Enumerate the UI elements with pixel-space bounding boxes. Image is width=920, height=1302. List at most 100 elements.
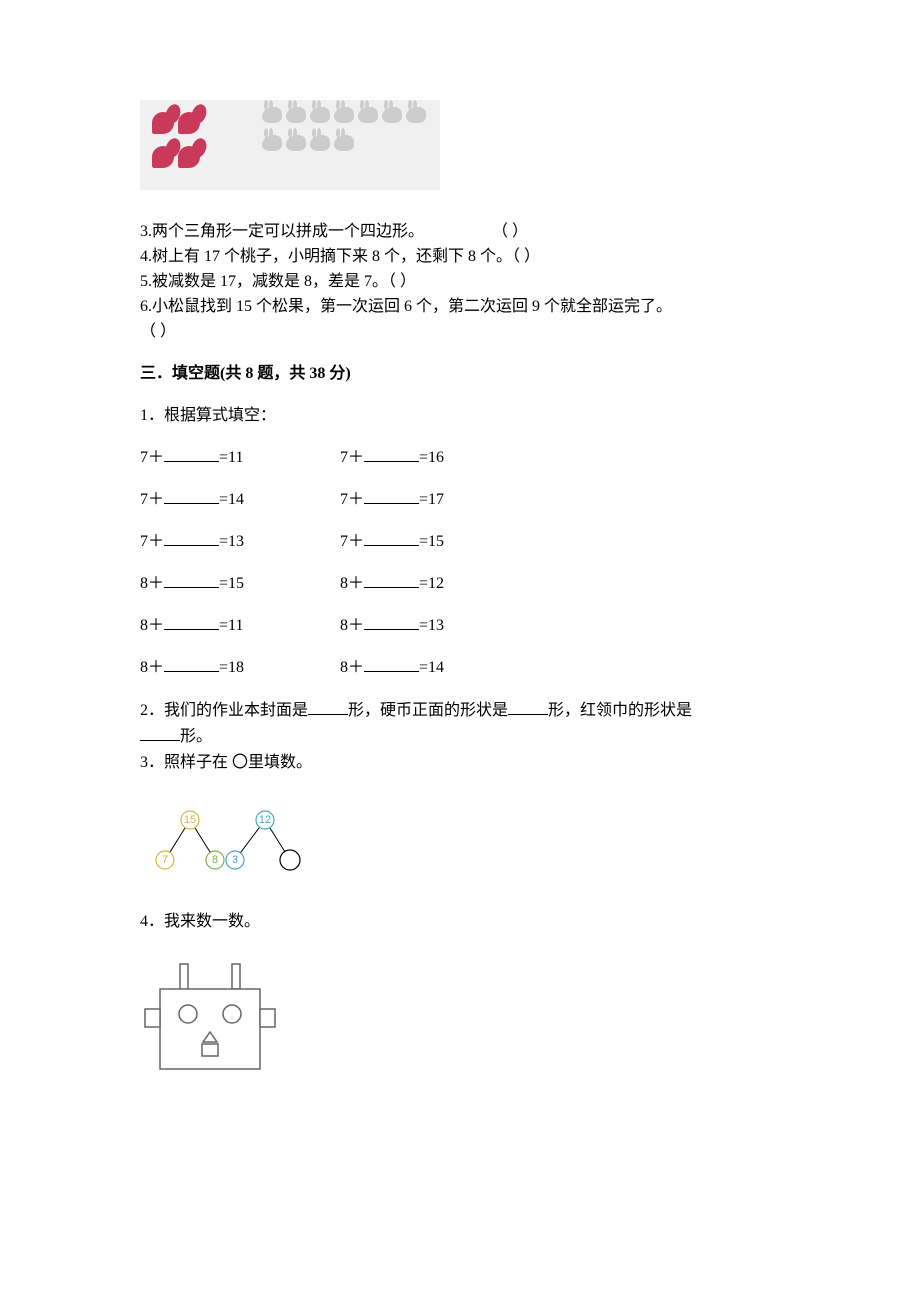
- fill-cell-right: 8＋=13: [340, 614, 540, 638]
- fill-text: 7＋: [340, 491, 364, 508]
- fill-text: 8＋: [340, 659, 364, 676]
- q3-paren: [428, 223, 488, 240]
- rabbit-icon: [334, 135, 354, 151]
- fill-text: 7＋: [140, 449, 164, 466]
- fill-text: =18: [219, 659, 244, 676]
- blank: [364, 614, 419, 630]
- fill-text: 8＋: [140, 617, 164, 634]
- blank: [164, 656, 219, 672]
- blank: [164, 446, 219, 462]
- fill-text: 7＋: [340, 533, 364, 550]
- rabbit-icon: [262, 107, 282, 123]
- q2-part-b: 形，硬币正面的形状是: [348, 702, 508, 719]
- blank: [364, 572, 419, 588]
- question-6b: （ ）: [140, 320, 780, 344]
- fill-text: =11: [219, 617, 243, 634]
- fill-cell-right: 7＋ =17: [340, 488, 540, 512]
- fill-text: 7＋: [140, 533, 164, 550]
- fill-row: 7＋ =14 7＋ =17: [140, 488, 780, 512]
- fill-cell-left: 8＋ =11: [140, 614, 340, 638]
- fill-text: =13: [419, 617, 444, 634]
- fill-text: =11: [219, 449, 243, 466]
- svg-text:15: 15: [184, 814, 196, 826]
- blank: [308, 699, 348, 715]
- rabbit-icon: [262, 135, 282, 151]
- fill-row: 7＋ =11 7＋ =16: [140, 446, 780, 470]
- tree-diagram: 15 7 8 12 3: [140, 805, 780, 880]
- rabbit-icon: [286, 107, 306, 123]
- fill-cell-left: 8＋ =15: [140, 572, 340, 596]
- svg-text:12: 12: [259, 814, 271, 826]
- fill-cell-left: 7＋ =14: [140, 488, 340, 512]
- blank: [140, 725, 180, 741]
- fill-cell-right: 7＋ =15: [340, 530, 540, 554]
- squirrel-icon: [178, 112, 200, 134]
- fill-cell-right: 8＋ =12: [340, 572, 540, 596]
- blank: [364, 488, 419, 504]
- fill-cell-left: 7＋ =11: [140, 446, 340, 470]
- rabbit-icon: [286, 135, 306, 151]
- fill-text: =15: [219, 575, 244, 592]
- squirrel-group: [150, 110, 202, 178]
- blank: [364, 656, 419, 672]
- fill-rows-container: 7＋ =11 7＋ =16 7＋ =14 7＋ =17 7＋ =13 7＋ =15 8＋ =15 8＋ =12…: [140, 446, 780, 680]
- fill-row: 8＋ =15 8＋ =12: [140, 572, 780, 596]
- rabbit-icon: [358, 107, 378, 123]
- fill-cell-right: 7＋ =16: [340, 446, 540, 470]
- fill-text: =15: [419, 533, 444, 550]
- blank: [164, 614, 219, 630]
- blank: [164, 572, 219, 588]
- fill-text: 7＋: [140, 491, 164, 508]
- svg-text:3: 3: [232, 854, 238, 866]
- q4-label: 4．我来数一数。: [140, 910, 780, 934]
- q1-label: 1．根据算式填空：: [140, 404, 780, 428]
- fill-row: 8＋ =11 8＋=13: [140, 614, 780, 638]
- blank: [364, 530, 419, 546]
- q2-part-d: 形。: [180, 728, 212, 745]
- q3-text: 3.两个三角形一定可以拼成一个四边形。: [140, 223, 424, 240]
- svg-text:8: 8: [212, 854, 218, 866]
- blank: [164, 530, 219, 546]
- fill-cell-right: 8＋ =14: [340, 656, 540, 680]
- question-3: 3.两个三角形一定可以拼成一个四边形。 （ ）: [140, 220, 780, 244]
- squirrel-icon: [152, 146, 174, 168]
- rabbit-icon: [406, 107, 426, 123]
- blank: [164, 488, 219, 504]
- question-fill-2: 2．我们的作业本封面是 形，硬币正面的形状是 形，红领巾的形状是形。: [140, 698, 780, 749]
- fill-text: =14: [219, 491, 244, 508]
- animals-image: [140, 100, 440, 190]
- fill-text: 8＋: [140, 575, 164, 592]
- q2-part-c: 形，红领巾的形状是: [548, 702, 692, 719]
- fill-row: 7＋ =13 7＋ =15: [140, 530, 780, 554]
- tree-svg: 15 7 8 12 3: [140, 805, 320, 880]
- fill-text: 7＋: [340, 449, 364, 466]
- fill-text: =16: [419, 449, 444, 466]
- fill-text: 8＋: [140, 659, 164, 676]
- rabbit-icon: [310, 107, 330, 123]
- squirrel-icon: [152, 112, 174, 134]
- fill-text: 8＋: [340, 575, 364, 592]
- fill-text: =12: [419, 575, 444, 592]
- q3-label: 3．照样子在 〇里填数。: [140, 751, 780, 775]
- question-4: 4.树上有 17 个桃子，小明摘下来 8 个，还剩下 8 个。（ ）: [140, 245, 780, 269]
- svg-text:7: 7: [162, 854, 168, 866]
- blank: [508, 699, 548, 715]
- q2-part-a: 2．我们的作业本封面是: [140, 702, 308, 719]
- squirrel-icon: [178, 146, 200, 168]
- fill-text: =14: [419, 659, 444, 676]
- section-3-header: 三．填空题(共 8 题，共 38 分): [140, 362, 780, 386]
- fill-cell-left: 7＋ =13: [140, 530, 340, 554]
- fill-row: 8＋ =18 8＋ =14: [140, 656, 780, 680]
- rabbit-icon: [382, 107, 402, 123]
- question-6a: 6.小松鼠找到 15 个松果，第一次运回 6 个，第二次运回 9 个就全部运完了…: [140, 295, 780, 319]
- robot-diagram: [140, 954, 290, 1079]
- fill-text: =17: [419, 491, 444, 508]
- rabbit-icon: [334, 107, 354, 123]
- fill-cell-left: 8＋ =18: [140, 656, 340, 680]
- q3-paren-text: （ ）: [492, 223, 528, 240]
- fill-text: =13: [219, 533, 244, 550]
- rabbit-icon: [310, 135, 330, 151]
- blank: [364, 446, 419, 462]
- question-5: 5.被减数是 17，减数是 8，差是 7。（ ）: [140, 270, 780, 294]
- rabbit-group: [260, 105, 440, 161]
